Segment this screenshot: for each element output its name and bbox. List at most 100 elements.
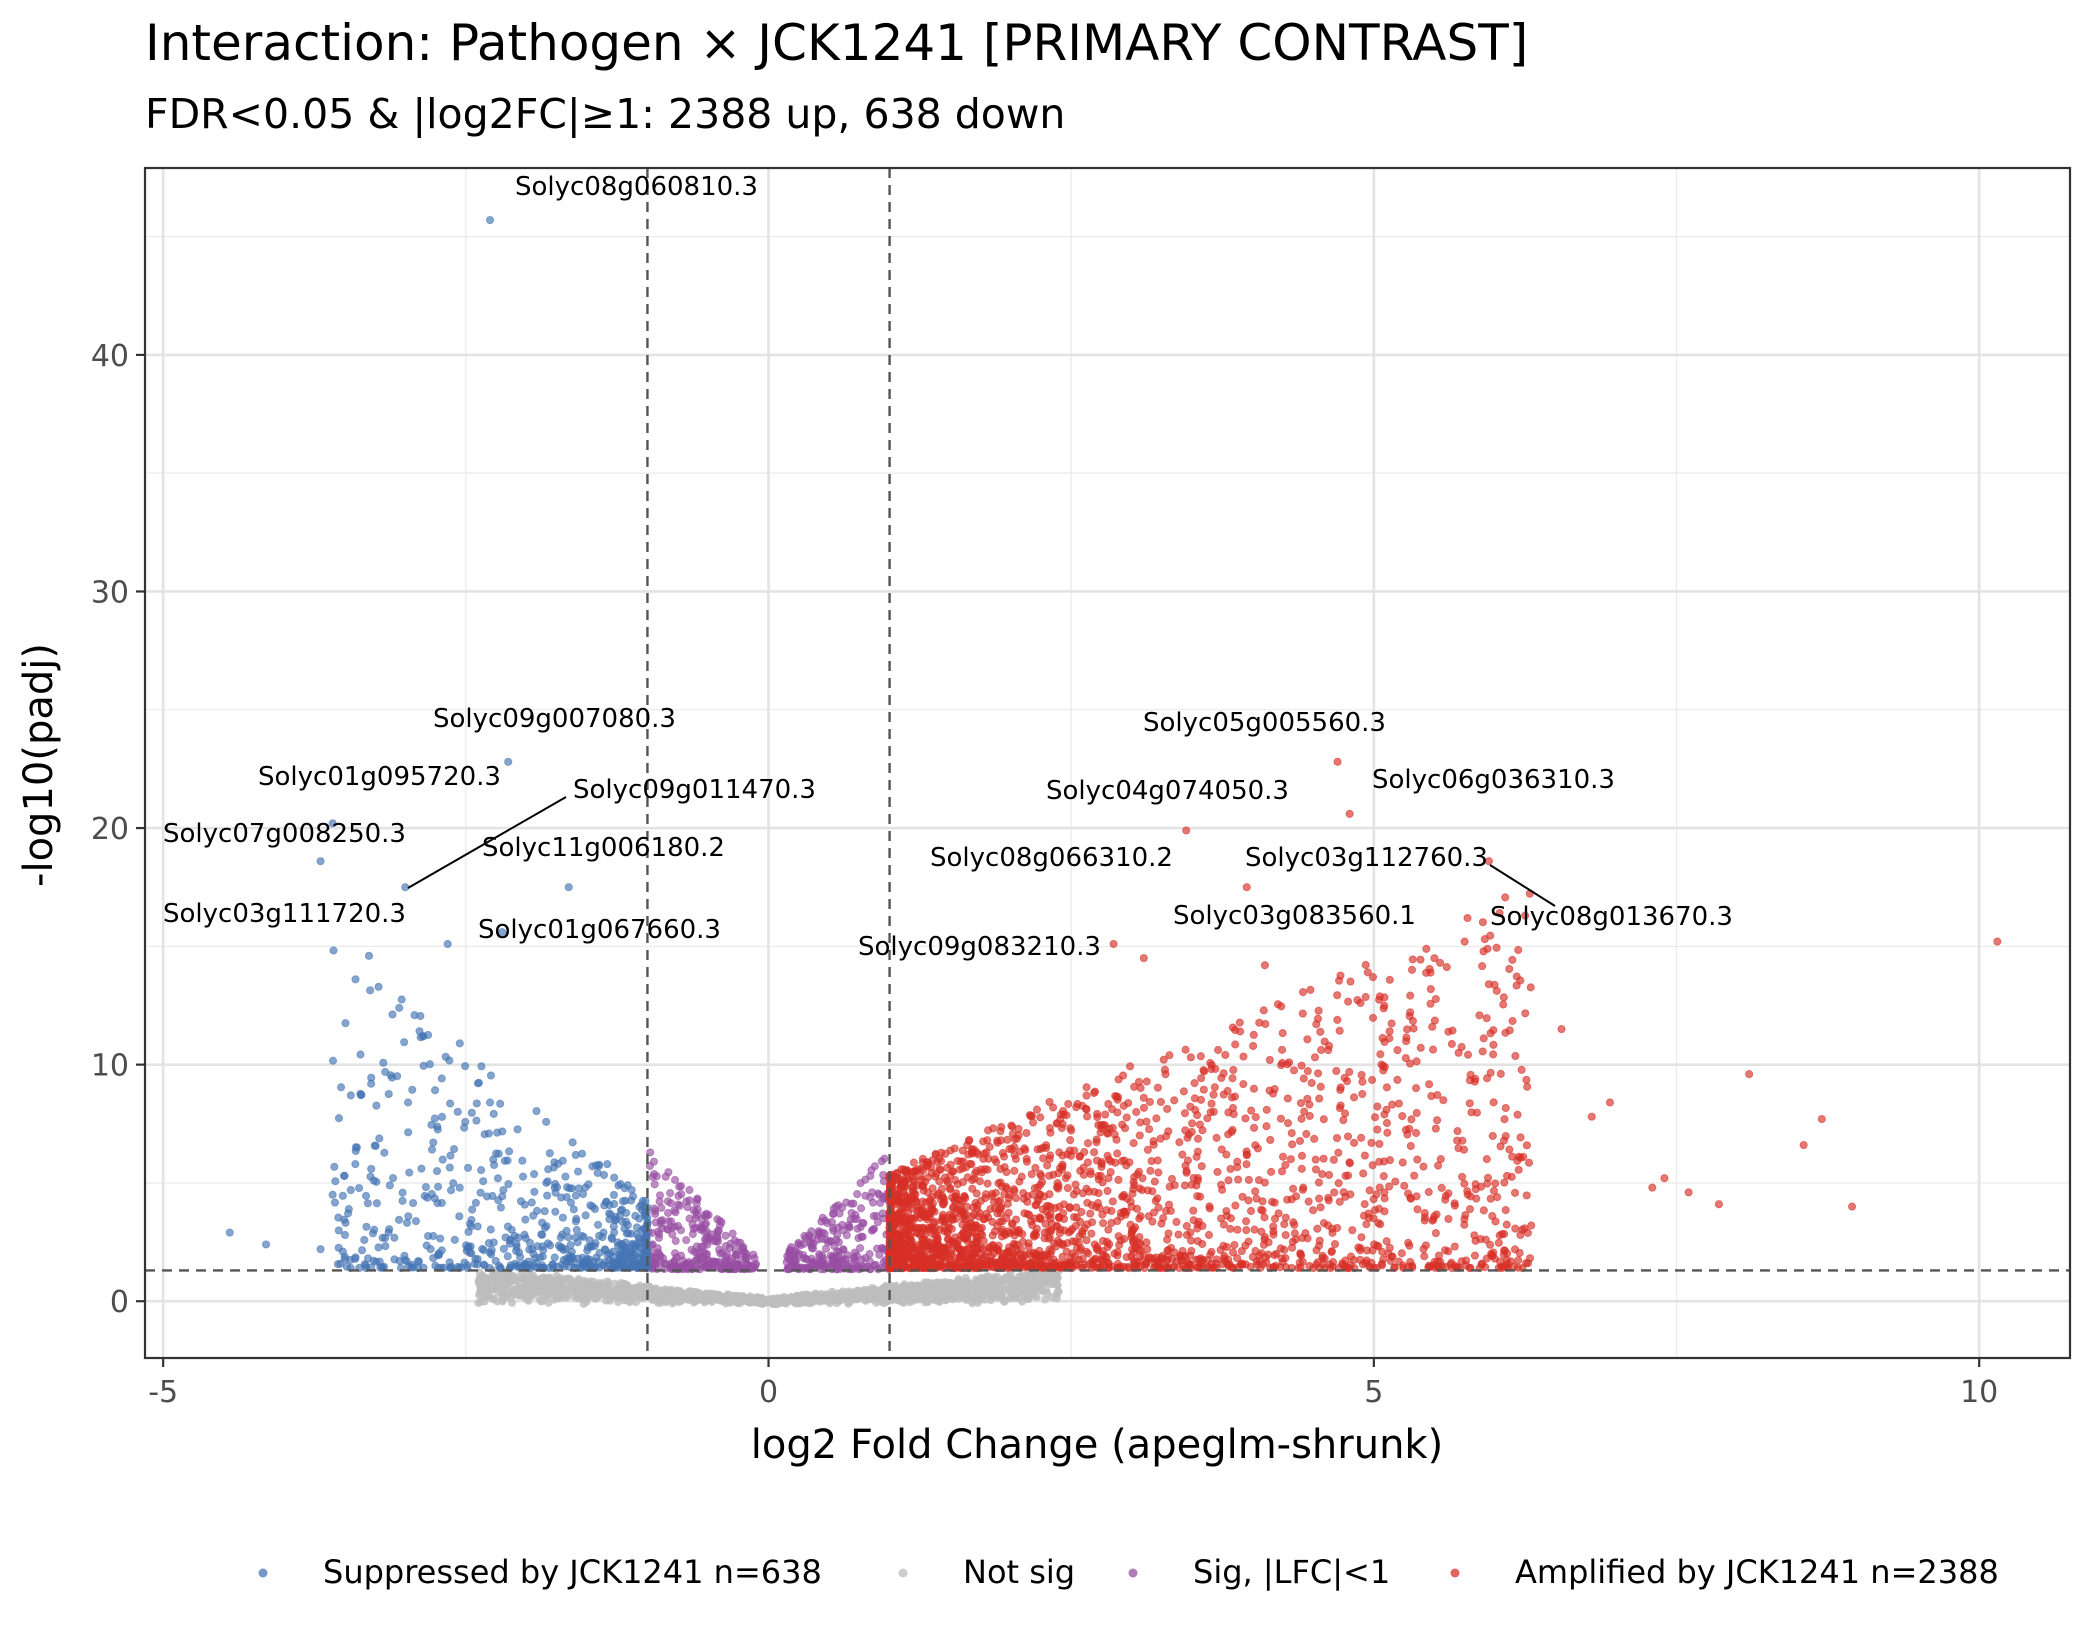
- data-point: [1283, 1119, 1293, 1128]
- data-point: [1174, 1230, 1183, 1239]
- data-point: [914, 1224, 923, 1233]
- data-point: [1242, 1160, 1251, 1169]
- data-point: [1476, 1235, 1485, 1244]
- data-point: [721, 1252, 730, 1261]
- data-point: [973, 1295, 982, 1305]
- data-point: [1349, 1138, 1359, 1148]
- data-point: [1036, 1113, 1045, 1122]
- data-point: [550, 1253, 559, 1262]
- data-point: [1320, 1037, 1329, 1046]
- data-point: [1164, 1127, 1173, 1136]
- data-point: [437, 1112, 447, 1122]
- data-point: [1486, 1068, 1495, 1077]
- data-point: [570, 1286, 579, 1295]
- data-point: [1422, 944, 1431, 953]
- data-point: [932, 1169, 941, 1178]
- data-point: [1048, 1103, 1058, 1112]
- data-point: [1303, 1094, 1312, 1103]
- data-point: [1011, 1154, 1020, 1164]
- data-point: [1053, 1287, 1062, 1296]
- data-point: [663, 1224, 672, 1234]
- data-point: [1228, 1074, 1237, 1083]
- data-point: [374, 982, 383, 991]
- data-point: [1142, 1238, 1151, 1247]
- data-point: [1114, 1175, 1123, 1185]
- data-point: [578, 1260, 587, 1269]
- data-point: [839, 1289, 848, 1298]
- data-point: [1380, 1188, 1389, 1197]
- data-point: [1478, 1047, 1487, 1056]
- data-point: [1154, 1168, 1163, 1177]
- data-point: [1219, 1069, 1228, 1078]
- data-point: [1520, 1224, 1529, 1233]
- data-point: [571, 1217, 581, 1226]
- data-point: [730, 1236, 739, 1245]
- data-point: [338, 1247, 347, 1256]
- data-point: [1015, 1249, 1024, 1259]
- data-point: [379, 1058, 388, 1067]
- data-point: [1219, 1090, 1228, 1099]
- data-point: [344, 1205, 353, 1214]
- data-point: [1082, 1083, 1091, 1092]
- data-point: [833, 1223, 842, 1232]
- data-point: [975, 1280, 984, 1289]
- data-point: [917, 1175, 926, 1184]
- data-point: [1192, 1152, 1201, 1161]
- data-point: [1358, 1077, 1367, 1086]
- data-point: [1478, 918, 1487, 927]
- data-point: [1132, 1107, 1141, 1117]
- data-point: [1044, 1234, 1053, 1243]
- data-point: [1334, 1179, 1343, 1188]
- data-point: [1125, 1062, 1135, 1071]
- data-point: [479, 1177, 488, 1186]
- data-point: [1382, 1083, 1391, 1092]
- data-point: [1133, 1170, 1142, 1179]
- data-point: [986, 1284, 995, 1293]
- data-point: [1175, 1138, 1184, 1147]
- data-point: [1241, 1114, 1250, 1123]
- data-point: [558, 1156, 567, 1165]
- data-point: [690, 1247, 699, 1256]
- data-point: [707, 1290, 716, 1299]
- data-point: [463, 1163, 473, 1172]
- data-point: [1379, 1172, 1388, 1181]
- data-point: [1451, 1261, 1460, 1270]
- data-point: [1083, 1112, 1092, 1121]
- data-point: [427, 1120, 436, 1129]
- data-point: [483, 1286, 492, 1295]
- data-point: [545, 1149, 554, 1158]
- data-point: [999, 1152, 1009, 1161]
- data-point: [1098, 1219, 1108, 1228]
- data-point: [1131, 1262, 1140, 1271]
- data-point: [542, 1117, 551, 1126]
- data-point: [1383, 1128, 1392, 1137]
- data-point: [1086, 1169, 1095, 1179]
- data-point: [1251, 1187, 1260, 1196]
- data-point: [446, 1151, 455, 1160]
- data-point: [1444, 1189, 1453, 1198]
- data-point: [328, 1056, 338, 1065]
- data-point: [607, 1233, 616, 1242]
- data-point: [946, 1183, 955, 1193]
- data-point: [566, 1240, 575, 1250]
- data-point: [532, 1275, 541, 1284]
- data-point: [404, 1128, 413, 1137]
- data-point: [402, 1218, 412, 1227]
- data-point: [1277, 1167, 1287, 1176]
- data-point: [990, 1292, 999, 1301]
- data-point: [496, 1099, 505, 1108]
- data-point: [1168, 1254, 1177, 1263]
- data-point: [1463, 913, 1472, 923]
- data-point: [703, 1295, 712, 1304]
- data-point: [1410, 1171, 1419, 1180]
- data-point: [505, 1147, 514, 1156]
- data-point: [1357, 1070, 1366, 1080]
- data-point: [1475, 1011, 1484, 1020]
- data-point: [1501, 893, 1510, 902]
- data-point: [376, 1263, 385, 1272]
- data-point: [1022, 1154, 1031, 1163]
- data-point: [867, 1166, 876, 1175]
- data-point: [414, 1257, 424, 1266]
